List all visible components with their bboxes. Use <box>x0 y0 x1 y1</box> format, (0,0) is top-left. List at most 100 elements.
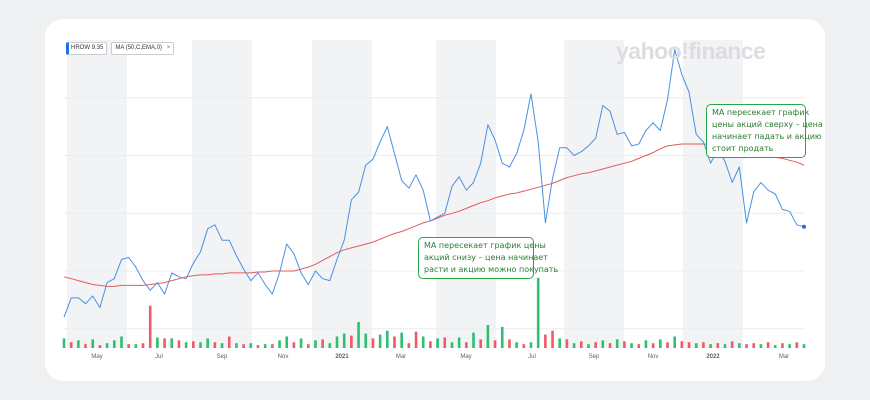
volume-bar <box>429 341 432 348</box>
annotation-line: стоит продать <box>712 144 774 153</box>
volume-bar <box>558 338 562 348</box>
month-band <box>683 40 743 348</box>
volume-bar <box>105 343 109 348</box>
volume-bar <box>98 345 102 348</box>
volume-bar <box>788 344 791 348</box>
volume-bar <box>314 340 317 348</box>
volume-bar <box>84 344 87 348</box>
volume-bar <box>278 340 281 348</box>
volume-bar <box>156 337 159 348</box>
volume-bar <box>781 343 784 348</box>
volume-bar <box>112 340 116 348</box>
volume-bar <box>141 343 145 348</box>
volume-bar <box>601 340 605 348</box>
volume-bar <box>795 342 799 348</box>
volume-bar <box>716 343 720 348</box>
x-tick-label: Jul <box>155 354 163 360</box>
volume-bar <box>407 343 411 348</box>
volume-bar <box>227 336 231 348</box>
volume-bar <box>134 344 138 348</box>
volume-bar <box>465 342 468 348</box>
month-band <box>67 40 127 348</box>
volume-bar <box>745 344 748 348</box>
volume-bar <box>702 342 705 348</box>
volume-bar <box>163 338 166 348</box>
close-icon[interactable]: × <box>166 45 171 51</box>
x-tick-label: Nov <box>648 354 659 360</box>
volume-bar <box>170 338 174 348</box>
volume-bar <box>242 344 245 348</box>
volume-bar <box>271 344 274 348</box>
volume-bar <box>709 344 712 348</box>
volume-bar <box>630 343 633 348</box>
volume-bar <box>120 336 123 348</box>
price-line <box>63 49 805 318</box>
volume-bars <box>62 277 806 348</box>
volume-bar <box>579 341 583 348</box>
annotation-buy: МА пересекает график цены акций снизу – … <box>418 237 559 279</box>
volume-bar <box>299 338 303 348</box>
volume-bar <box>306 344 310 348</box>
month-bands <box>67 40 743 348</box>
ticker-symbol: HROW <box>71 45 90 51</box>
volume-bar <box>91 339 95 348</box>
volume-bar <box>421 336 425 348</box>
volume-bar <box>177 340 181 348</box>
volume-bar <box>752 343 756 348</box>
indicator-chip[interactable]: MA (50,C,EMA,0) × <box>111 42 175 55</box>
volume-bar <box>680 341 684 348</box>
volume-bar <box>766 342 770 348</box>
volume-bar <box>687 342 691 348</box>
volume-bar <box>651 343 655 348</box>
volume-bar <box>666 342 669 348</box>
volume-bar <box>615 339 619 348</box>
month-band <box>436 40 496 348</box>
volume-bar <box>285 336 289 348</box>
x-tick-label: Mar <box>779 354 789 360</box>
volume-bar <box>213 342 217 348</box>
annotation-sell: MA пересекает график цены акций сверху –… <box>706 104 823 158</box>
volume-bar <box>77 340 80 348</box>
volume-bar <box>486 324 490 348</box>
annotation-line: МА пересекает график цены <box>424 241 546 250</box>
volume-bar <box>342 333 346 348</box>
volume-bar <box>623 341 626 348</box>
volume-bar <box>292 342 296 348</box>
annotation-line: цены акций сверху – цена <box>712 120 823 129</box>
volume-bar <box>184 342 188 348</box>
volume-bar <box>414 331 418 348</box>
volume-bar <box>565 339 569 348</box>
volume-bar <box>371 338 375 348</box>
x-tick-label: May <box>460 354 471 360</box>
volume-bar <box>759 344 763 348</box>
x-tick-label: 2022 <box>706 354 720 360</box>
annotation-line: начинает падать и акцию <box>712 132 822 141</box>
volume-bar <box>500 326 504 348</box>
volume-bar <box>637 344 641 348</box>
volume-bar <box>594 342 597 348</box>
ticker-chip[interactable]: HROW 9.35 <box>66 42 108 55</box>
volume-bar <box>572 343 576 348</box>
volume-bar <box>443 337 447 348</box>
volume-bar <box>529 342 533 348</box>
volume-bar <box>127 344 130 348</box>
last-price-dot <box>802 224 806 229</box>
x-tick-label: Jul <box>528 354 536 360</box>
indicator-label: MA (50,C,EMA,0) <box>115 45 163 51</box>
annotation-line: расти и акцию можно покупать <box>424 265 559 274</box>
volume-bar <box>551 330 554 348</box>
month-band <box>564 40 624 348</box>
grid-lines <box>64 97 804 330</box>
volume-bar <box>321 339 324 348</box>
chart-legend: HROW 9.35 MA (50,C,EMA,0) × <box>66 42 175 55</box>
volume-bar <box>773 345 777 348</box>
volume-bar <box>206 338 209 348</box>
volume-bar <box>515 342 518 348</box>
volume-bar <box>694 343 698 348</box>
volume-bar <box>192 341 195 348</box>
volume-bar <box>350 335 353 348</box>
volume-bar <box>738 343 741 348</box>
volume-bar <box>536 277 540 348</box>
volume-bar <box>587 344 590 348</box>
volume-bar <box>522 344 526 348</box>
